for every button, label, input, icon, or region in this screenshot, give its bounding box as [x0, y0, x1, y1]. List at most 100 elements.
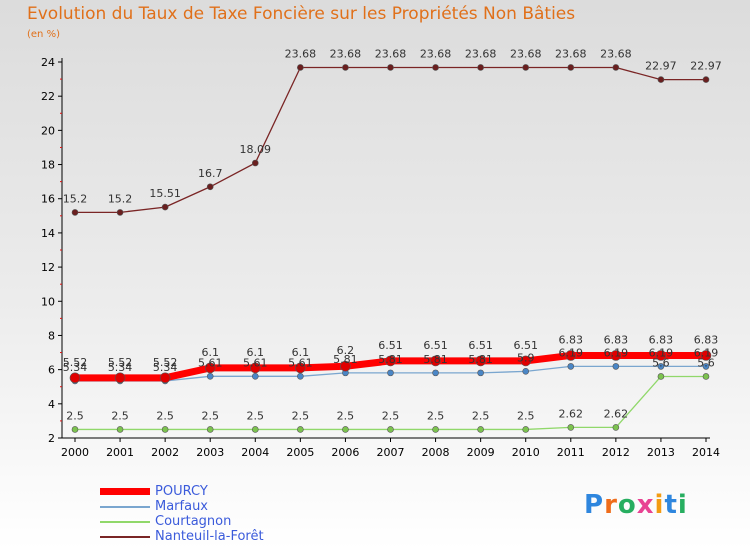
- data-label-marfaux: 5.61: [243, 356, 268, 369]
- y-tick-label: 6: [48, 364, 55, 377]
- chart-title: Evolution du Taux de Taxe Foncière sur l…: [27, 4, 576, 24]
- data-label-courtagnon: 2.5: [111, 409, 129, 422]
- data-label-pourcy: 5.52: [63, 356, 88, 369]
- data-point-marfaux: [251, 373, 259, 380]
- data-point-pourcy: [610, 350, 622, 361]
- data-point-nanteuil-la-for-t: [251, 159, 259, 167]
- x-tick-label: 2003: [196, 446, 224, 459]
- data-label-marfaux: 6.19: [559, 346, 584, 359]
- data-label-marfaux: 5.61: [288, 356, 313, 369]
- data-label-pourcy: 6.83: [559, 333, 584, 346]
- data-point-nanteuil-la-for-t: [432, 64, 439, 71]
- data-label-courtagnon: 2.5: [156, 409, 174, 422]
- x-tick-label: 2001: [106, 446, 134, 459]
- data-point-courtagnon: [206, 426, 214, 433]
- data-label-marfaux: 5.34: [63, 361, 88, 374]
- data-point-courtagnon: [342, 426, 349, 433]
- data-label-nanteuil-la-for-t: 23.68: [330, 47, 362, 60]
- y-tick-label: 2: [48, 432, 55, 445]
- data-point-nanteuil-la-for-t: [612, 64, 620, 71]
- data-point-pourcy: [565, 350, 577, 361]
- data-point-marfaux: [567, 363, 575, 370]
- data-label-marfaux: 6.19: [649, 346, 674, 359]
- data-label-marfaux: 5.81: [423, 353, 448, 366]
- data-label-pourcy: 6.83: [694, 333, 719, 346]
- data-label-nanteuil-la-for-t: 16.7: [198, 167, 223, 180]
- x-tick-label: 2011: [557, 446, 585, 459]
- x-tick-label: 2005: [286, 446, 314, 459]
- data-label-nanteuil-la-for-t: 23.68: [285, 47, 317, 60]
- data-point-courtagnon: [702, 373, 710, 380]
- y-tick-label: 20: [41, 124, 55, 137]
- data-label-marfaux: 6.19: [604, 346, 629, 359]
- data-label-pourcy: 6.1: [247, 346, 265, 359]
- data-label-marfaux: 6.19: [694, 346, 719, 359]
- data-point-pourcy: [114, 372, 126, 384]
- data-label-marfaux: 5.34: [153, 361, 178, 374]
- data-label-pourcy: 6.1: [292, 346, 310, 359]
- data-label-courtagnon: 2.5: [382, 409, 400, 422]
- data-label-courtagnon: 2.5: [427, 409, 445, 422]
- data-label-pourcy: 6.51: [378, 339, 403, 352]
- data-label-nanteuil-la-for-t: 23.68: [510, 47, 542, 60]
- data-label-pourcy: 6.51: [468, 339, 493, 352]
- x-tick-label: 2012: [602, 446, 630, 459]
- data-point-marfaux: [702, 363, 710, 370]
- legend-item-courtagnon: Courtagnon: [100, 514, 400, 529]
- data-label-nanteuil-la-for-t: 23.68: [600, 47, 632, 60]
- data-point-nanteuil-la-for-t: [657, 76, 665, 83]
- data-label-courtagnon: 2.62: [559, 407, 584, 420]
- data-label-courtagnon: 5.6: [697, 356, 715, 369]
- data-label-courtagnon: 2.5: [201, 409, 219, 422]
- data-label-nanteuil-la-for-t: 22.97: [645, 60, 677, 73]
- data-point-courtagnon: [432, 426, 439, 433]
- data-point-courtagnon: [161, 426, 169, 433]
- data-point-nanteuil-la-for-t: [297, 64, 304, 71]
- data-point-courtagnon: [71, 426, 79, 433]
- data-label-nanteuil-la-for-t: 15.51: [149, 187, 181, 200]
- data-label-nanteuil-la-for-t: 23.68: [555, 47, 587, 60]
- legend-label-nanteuil: Nanteuil-la-Forêt: [155, 529, 264, 544]
- x-tick-label: 2013: [647, 446, 675, 459]
- y-tick-label: 24: [41, 56, 55, 69]
- data-label-pourcy: 6.1: [201, 346, 219, 359]
- data-label-marfaux: 5.61: [198, 356, 223, 369]
- data-point-pourcy: [520, 355, 532, 367]
- data-point-nanteuil-la-for-t: [161, 203, 169, 211]
- proxiti-logo: Proxiti: [584, 490, 688, 520]
- y-tick-label: 10: [41, 295, 55, 308]
- data-label-marfaux: 5.34: [108, 361, 133, 374]
- legend-label-marfaux: Marfaux: [155, 499, 209, 514]
- data-point-marfaux: [477, 369, 484, 377]
- data-point-pourcy: [430, 355, 441, 367]
- data-label-pourcy: 5.52: [153, 356, 178, 369]
- legend-item-marfaux: Marfaux: [100, 499, 400, 514]
- chart-legend: POURCY Marfaux Courtagnon Nanteuil-la-Fo…: [100, 484, 400, 544]
- data-point-courtagnon: [387, 426, 394, 433]
- legend-item-pourcy: POURCY: [100, 484, 400, 499]
- data-point-nanteuil-la-for-t: [702, 76, 710, 83]
- data-point-nanteuil-la-for-t: [567, 64, 575, 71]
- y-tick-label: 8: [48, 329, 55, 342]
- x-tick-label: 2000: [61, 446, 89, 459]
- x-tick-label: 2010: [512, 446, 540, 459]
- data-point-marfaux: [612, 363, 620, 370]
- data-point-pourcy: [159, 372, 171, 384]
- y-tick-label: 16: [41, 193, 55, 206]
- data-point-nanteuil-la-for-t: [387, 64, 394, 71]
- data-point-nanteuil-la-for-t: [206, 183, 214, 191]
- data-point-pourcy: [340, 360, 351, 372]
- y-tick-label: 22: [41, 90, 55, 103]
- x-tick-label: 2006: [331, 446, 359, 459]
- data-label-courtagnon: 2.62: [604, 407, 629, 420]
- data-label-nanteuil-la-for-t: 23.68: [420, 47, 452, 60]
- data-label-pourcy: 6.51: [513, 339, 538, 352]
- data-point-nanteuil-la-for-t: [522, 64, 530, 71]
- data-label-marfaux: 5.81: [333, 353, 358, 366]
- data-point-courtagnon: [116, 426, 124, 433]
- data-label-pourcy: 6.83: [604, 333, 629, 346]
- data-point-courtagnon: [251, 426, 259, 433]
- data-label-pourcy: 6.83: [649, 333, 674, 346]
- data-point-marfaux: [297, 373, 304, 380]
- y-tick-label: 12: [41, 261, 55, 274]
